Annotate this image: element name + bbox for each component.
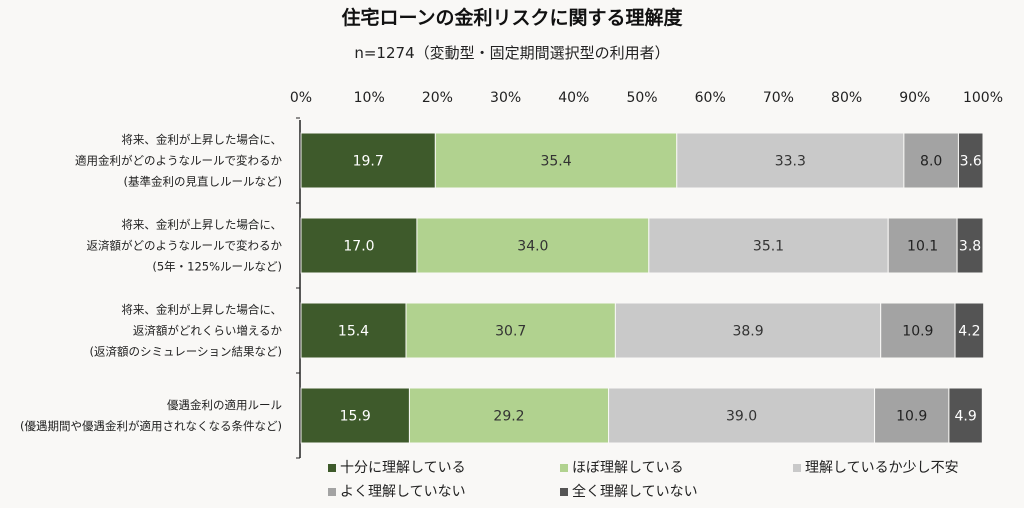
x-tick-label: 40% bbox=[558, 90, 589, 106]
category-label: 将来、金利が上昇した場合に、 bbox=[121, 303, 282, 317]
bar-segment bbox=[903, 132, 959, 189]
x-tick-label: 90% bbox=[899, 90, 930, 106]
category-label: (優遇期間や優遇金利が適用されなくなる条件など) bbox=[20, 419, 282, 433]
data-label: 3.6 bbox=[960, 154, 982, 170]
x-tick-label: 60% bbox=[695, 90, 726, 106]
x-tick-label: 20% bbox=[422, 90, 453, 106]
data-label: 19.7 bbox=[353, 154, 384, 170]
category-label: 優遇金利の適用ルール bbox=[167, 398, 282, 412]
x-tick-label: 0% bbox=[290, 90, 312, 106]
bar-segment bbox=[954, 302, 985, 359]
data-label: 4.9 bbox=[954, 409, 976, 425]
bar-segment bbox=[648, 217, 889, 274]
x-tick-label: 50% bbox=[626, 90, 657, 106]
x-tick-label: 30% bbox=[490, 90, 521, 106]
category-label: 返済額がどれくらい増えるか bbox=[133, 324, 283, 338]
bar-segment bbox=[608, 387, 876, 444]
legend-swatch bbox=[328, 464, 336, 472]
data-label: 39.0 bbox=[726, 409, 757, 425]
data-label: 8.0 bbox=[920, 154, 942, 170]
data-label: 10.1 bbox=[907, 239, 938, 255]
category-label: (5年・125%ルールなど) bbox=[152, 260, 282, 274]
category-label: 将来、金利が上昇した場合に、 bbox=[121, 218, 282, 232]
legend-label: 全く理解していない bbox=[572, 483, 698, 500]
data-label: 3.8 bbox=[959, 239, 981, 255]
data-label: 15.4 bbox=[338, 324, 369, 340]
legend-swatch bbox=[328, 488, 336, 496]
data-label: 33.3 bbox=[775, 154, 806, 170]
bar-segment bbox=[957, 132, 984, 189]
data-label: 35.4 bbox=[540, 154, 571, 170]
legend-label: 十分に理解している bbox=[340, 460, 466, 476]
category-label: (基準金利の見直しルールなど) bbox=[124, 175, 282, 189]
bar-segment bbox=[300, 132, 436, 189]
chart-title: 住宅ローンの金利リスクに関する理解度 bbox=[341, 6, 683, 29]
data-label: 10.9 bbox=[896, 409, 927, 425]
bar-segment bbox=[408, 387, 610, 444]
data-label: 15.9 bbox=[340, 409, 371, 425]
bar-segment bbox=[416, 217, 650, 274]
bar-segment bbox=[405, 302, 616, 359]
category-label: (返済額のシミュレーション結果など) bbox=[89, 345, 282, 359]
bar-segment bbox=[880, 302, 956, 359]
bar-segment bbox=[956, 217, 984, 274]
bar-segment bbox=[300, 217, 418, 274]
bar-segment bbox=[887, 217, 958, 274]
x-tick-label: 70% bbox=[763, 90, 794, 106]
category-label: 返済額がどのようなルールで変わるか bbox=[87, 239, 283, 253]
x-tick-label: 100% bbox=[963, 90, 1003, 106]
legend-label: ほぼ理解している bbox=[572, 460, 684, 476]
data-label: 38.9 bbox=[732, 324, 763, 340]
data-label: 30.7 bbox=[495, 324, 526, 340]
bar-segment bbox=[614, 302, 882, 359]
category-label: 適用金利がどのようなルールで変わるか bbox=[75, 154, 282, 168]
data-label: 29.2 bbox=[493, 409, 524, 425]
legend-swatch bbox=[793, 464, 801, 472]
bar-segment bbox=[300, 302, 407, 359]
data-label: 34.0 bbox=[517, 239, 548, 255]
data-label: 35.1 bbox=[753, 239, 784, 255]
data-label: 10.9 bbox=[902, 324, 933, 340]
data-label: 17.0 bbox=[343, 239, 374, 255]
data-label: 4.2 bbox=[958, 324, 980, 340]
legend-swatch bbox=[560, 464, 568, 472]
bar-segment bbox=[948, 387, 983, 444]
chart-subtitle: n=1274（変動型・固定期間選択型の利用者） bbox=[354, 44, 669, 62]
x-tick-label: 80% bbox=[831, 90, 862, 106]
category-label: 将来、金利が上昇した場合に、 bbox=[121, 133, 282, 147]
legend-label: 理解しているか少し不安 bbox=[805, 460, 959, 476]
x-tick-label: 10% bbox=[354, 90, 385, 106]
legend-label: よく理解していない bbox=[340, 484, 466, 500]
legend-swatch bbox=[560, 488, 568, 496]
